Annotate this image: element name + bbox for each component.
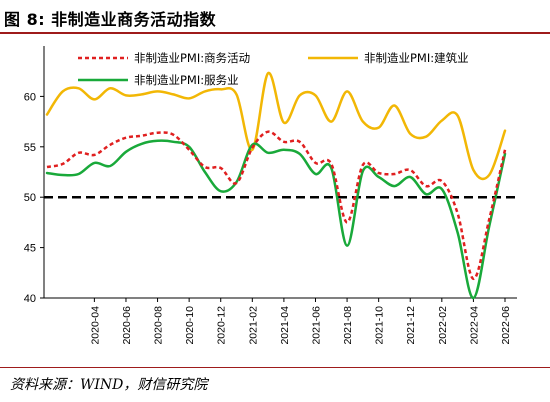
x-tick-label: 2021-08 bbox=[342, 306, 354, 345]
x-tick-label: 2022-02 bbox=[437, 306, 449, 345]
x-tick-label: 2021-06 bbox=[310, 306, 322, 345]
y-tick-label: 45 bbox=[24, 243, 36, 255]
x-tick-label: 2021-04 bbox=[279, 306, 291, 345]
footer-divider bbox=[0, 367, 550, 368]
legend-label-services: 非制造业PMI:服务业 bbox=[134, 73, 239, 87]
source-note: 资料来源：WIND，财信研究院 bbox=[10, 377, 208, 393]
y-tick-label: 50 bbox=[24, 192, 36, 204]
x-tick-label: 2020-06 bbox=[121, 306, 133, 345]
x-tick-label: 2021-12 bbox=[405, 306, 417, 345]
x-tick-label: 2020-04 bbox=[89, 306, 101, 345]
legend-label-business: 非制造业PMI:商务活动 bbox=[134, 51, 250, 65]
x-tick-label: 2020-12 bbox=[216, 306, 228, 345]
x-tick-label: 2021-02 bbox=[247, 306, 259, 345]
x-tick-label: 2022-06 bbox=[500, 306, 512, 345]
x-tick-label: 2020-10 bbox=[184, 306, 196, 345]
x-tick-label: 2022-04 bbox=[468, 306, 480, 345]
x-tick-label: 2020-08 bbox=[153, 306, 165, 345]
figure-title: 图 8: 非制造业商务活动指数 bbox=[4, 10, 217, 29]
series-line-construction bbox=[45, 71, 507, 181]
figure-header: 图 8: 非制造业商务活动指数 bbox=[0, 0, 550, 34]
legend-label-construction: 非制造业PMI:建筑业 bbox=[364, 51, 469, 65]
y-tick-label: 60 bbox=[24, 91, 36, 103]
y-tick-label: 40 bbox=[24, 293, 36, 305]
x-tick-label: 2021-10 bbox=[374, 306, 386, 345]
y-tick-label: 55 bbox=[24, 142, 36, 154]
series-line-business bbox=[46, 130, 507, 281]
line-chart: 40 45 50 55 60 2020-04 2020-06 2020-08 2020-10 20… bbox=[24, 46, 517, 345]
series-line-services bbox=[45, 139, 507, 300]
